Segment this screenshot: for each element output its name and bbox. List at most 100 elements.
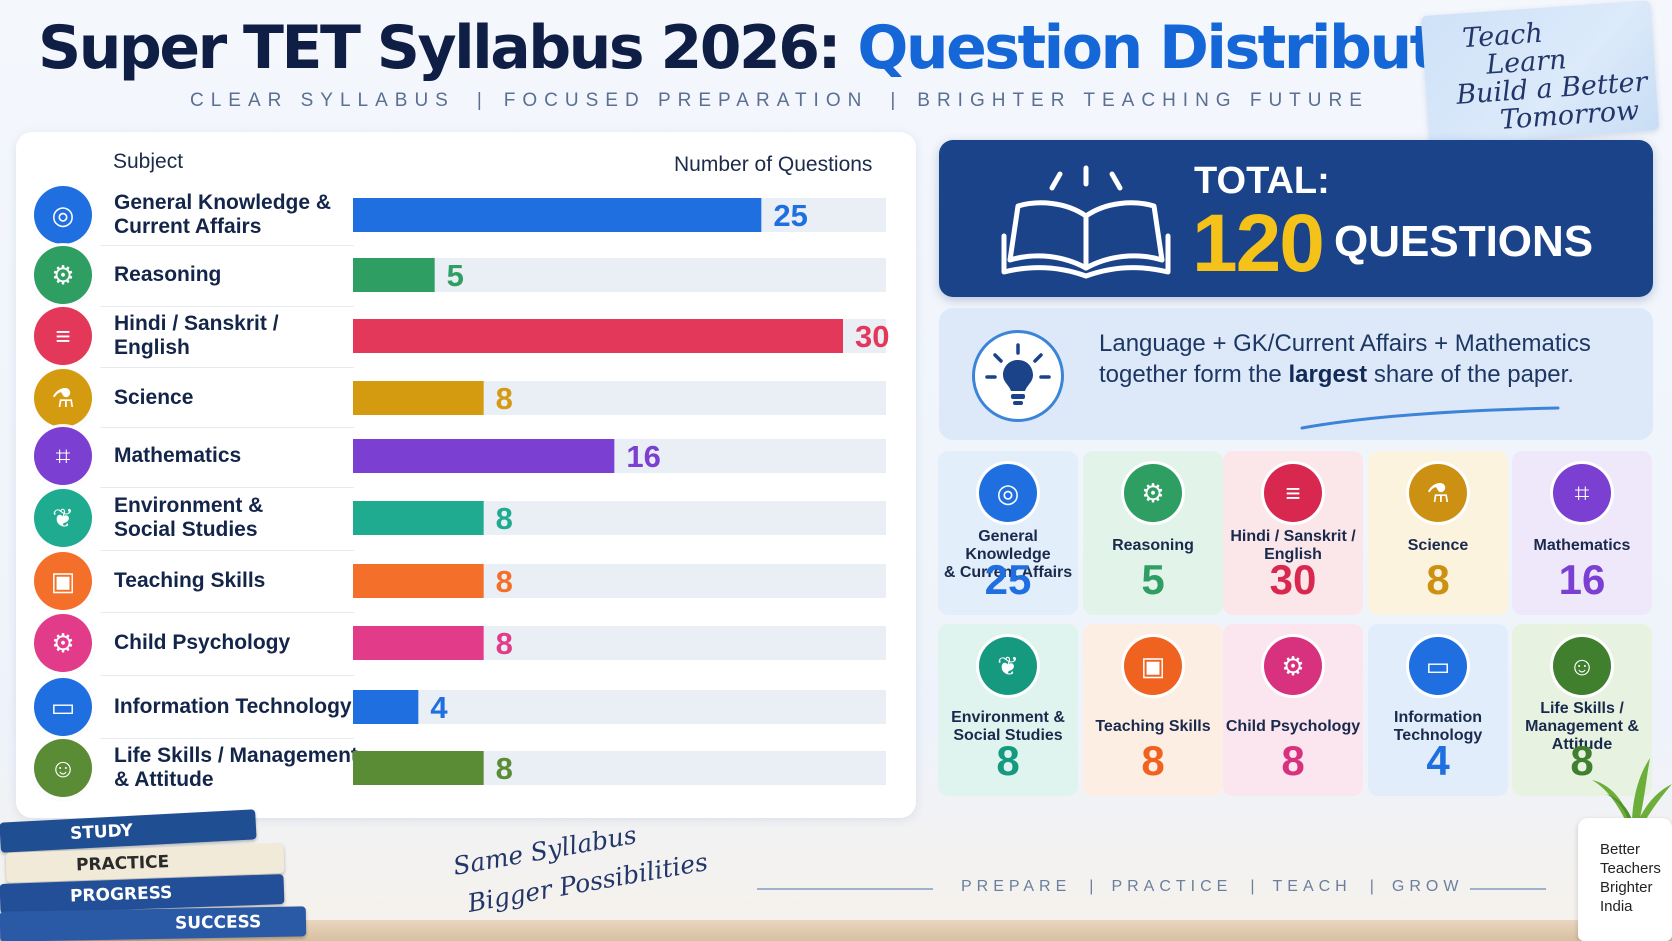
card-value: 8: [996, 737, 1020, 784]
book-label: STUDY: [69, 820, 134, 845]
book-label: PROGRESS: [69, 882, 173, 907]
card-label: Information Technology: [1393, 709, 1483, 744]
card-label: Reasoning: [1112, 537, 1194, 554]
teacher-board-icon: ▣: [1124, 637, 1182, 695]
book-label: PRACTICE: [75, 852, 170, 876]
column-header-number: Number of Questions: [674, 153, 873, 176]
flask-icon: ⚗: [34, 369, 92, 427]
total-label: TOTAL:: [1194, 160, 1330, 202]
footer-separator: |: [1089, 878, 1094, 895]
subject-label: Teaching Skills: [114, 569, 266, 592]
open-book-icon: [1001, 165, 1171, 279]
open-book-icon: ≡: [34, 307, 92, 365]
group-icon: ☺: [1553, 637, 1611, 695]
card-value: 8: [1141, 737, 1165, 784]
subject-label: Mathematics: [114, 444, 242, 467]
brain-gear-icon: ⚙: [1124, 464, 1182, 522]
footer-step: TEACH: [1272, 878, 1352, 895]
brain-gear-icon: ⚙: [34, 246, 92, 304]
calculator-icon: ⌗: [1553, 464, 1611, 522]
card-label: Life Skills / Management & Attitude: [1525, 700, 1639, 753]
card-label: Mathematics: [1533, 537, 1631, 554]
footer-separator: |: [1369, 878, 1374, 895]
insight-text: Language + GK/Current Affairs + Mathemat…: [1099, 328, 1619, 390]
sticky-note: Teach Learn Build a Better Tomorrow: [1420, 0, 1660, 146]
laptop-icon: ▭: [34, 678, 92, 736]
card-value: 8: [1281, 737, 1305, 784]
card-label: Teaching Skills: [1095, 718, 1211, 735]
insight-text-bold: largest: [1288, 361, 1368, 388]
book-success: SUCCESS: [0, 906, 307, 941]
card-value: 25: [984, 556, 1032, 603]
lightbulb-icon: [972, 330, 1064, 422]
row-separator: [100, 306, 354, 307]
desk: [0, 920, 1672, 941]
plant-icon: [1592, 758, 1672, 826]
open-book-icon: ≡: [1264, 464, 1322, 522]
footer-steps: PREPARE | PRACTICE | TEACH | GROW: [961, 878, 1463, 896]
laptop-icon: ▭: [1409, 637, 1467, 695]
row-separator: [100, 427, 354, 428]
card-value: 16: [1558, 556, 1606, 603]
card-value: 4: [1426, 737, 1450, 784]
title-part-1: Super TET Syllabus 2026:: [38, 13, 841, 83]
column-header-subject: Subject: [113, 150, 184, 173]
row-separator: [100, 487, 354, 488]
footer-separator: |: [1250, 878, 1255, 895]
leaf-icon: ❦: [979, 637, 1037, 695]
footer-step: PREPARE: [961, 878, 1072, 895]
card-value: 8: [1426, 556, 1450, 603]
footer-step: GROW: [1391, 878, 1464, 895]
card-value: 30: [1269, 556, 1317, 603]
subject-label: Life Skills / Management & Attitude: [114, 744, 358, 791]
total-unit: QUESTIONS: [1334, 217, 1594, 266]
card-label: Hindi / Sanskrit / English: [1230, 528, 1356, 563]
group-icon: ☺: [34, 739, 92, 797]
row-separator: [100, 675, 354, 676]
teacher-board-icon: ▣: [34, 552, 92, 610]
flask-icon: ⚗: [1409, 464, 1467, 522]
subject-label: Environment & Social Studies: [114, 494, 264, 541]
subject-label: Hindi / Sanskrit / English: [114, 312, 279, 359]
tagline: CLEAR SYLLABUS | FOCUSED PREPARATION | BRIGH…: [190, 90, 1369, 112]
subject-label: Information Technology: [114, 695, 352, 718]
calculator-icon: ⌗: [34, 427, 92, 485]
card-label: Environment & Social Studies: [951, 709, 1065, 744]
total-value: 120: [1192, 198, 1325, 289]
globe-icon: ◎: [979, 464, 1037, 522]
card-label: Child Psychology: [1225, 718, 1361, 735]
tagline-separator: |: [476, 90, 482, 111]
subject-label: Child Psychology: [114, 631, 291, 654]
underline-swoosh: [1300, 406, 1560, 430]
footer-divider-right: [1470, 888, 1546, 890]
footer-divider-left: [757, 888, 933, 890]
subject-label: General Knowledge & Current Affairs: [114, 191, 332, 238]
row-separator: [100, 738, 354, 739]
card-label: Science: [1407, 537, 1469, 554]
leaf-icon: ❦: [34, 489, 92, 547]
tagline-item: CLEAR SYLLABUS: [190, 90, 455, 111]
book-label: SUCCESS: [174, 912, 262, 934]
pot-text: Better Teachers Brighter India: [1600, 841, 1661, 915]
insight-text-end: share of the paper.: [1373, 361, 1574, 388]
plant-pot: [1578, 818, 1672, 941]
tagline-item: FOCUSED PREPARATION: [503, 90, 869, 111]
subject-label: Science: [114, 386, 194, 409]
row-separator: [100, 612, 354, 613]
footer-step: PRACTICE: [1111, 878, 1233, 895]
tagline-separator: |: [890, 90, 896, 111]
subject-label: Reasoning: [114, 263, 222, 286]
row-separator: [100, 367, 354, 368]
tagline-item: BRIGHTER TEACHING FUTURE: [917, 90, 1369, 111]
head-gear-icon: ⚙: [34, 614, 92, 672]
insight-text-start: Language + GK/Current Affairs + Mathemat…: [1099, 330, 1591, 388]
card-value: 5: [1141, 556, 1165, 603]
head-gear-icon: ⚙: [1264, 637, 1322, 695]
card-label: General Knowledge & Current Affairs: [943, 528, 1073, 581]
book-stack: STUDY PRACTICE PROGRESS SUCCESS: [0, 809, 320, 941]
row-separator: [100, 550, 354, 551]
globe-icon: ◎: [34, 186, 92, 244]
page-title: Super TET Syllabus 2026: Question Distri…: [38, 8, 1535, 88]
card-value: 8: [1570, 737, 1594, 784]
row-separator: [100, 245, 354, 246]
